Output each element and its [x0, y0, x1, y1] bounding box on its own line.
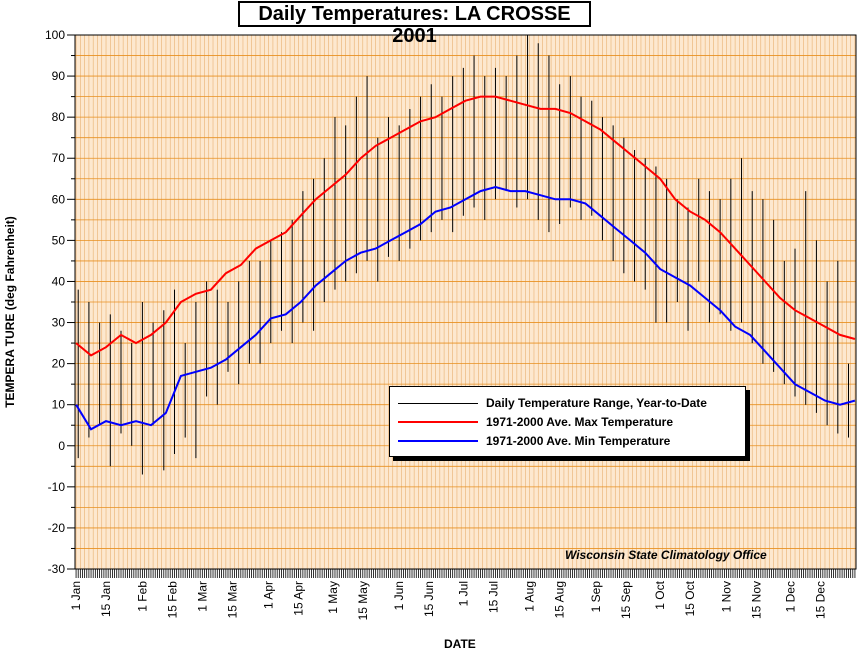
legend-label-range: Daily Temperature Range, Year-to-Date — [486, 396, 707, 410]
x-tick-label: 15 Apr — [292, 581, 306, 616]
x-tick-label: 1 Mar — [195, 581, 209, 612]
x-tick-label: 15 Jul — [486, 581, 500, 613]
legend-item-max: 1971-2000 Ave. Max Temperature — [398, 412, 673, 432]
y-tick-label: 30 — [52, 316, 66, 330]
y-tick-label: -30 — [48, 562, 66, 576]
x-tick-label: 15 Dec — [814, 581, 828, 619]
x-tick-label: 1 Jan — [69, 581, 83, 610]
x-tick-label: 1 Jul — [456, 581, 470, 606]
y-axis-label: TEMPERA TURE (deg Fahrenheit) — [3, 216, 17, 408]
legend-label-min: 1971-2000 Ave. Min Temperature — [486, 434, 671, 448]
x-tick-label: 15 Feb — [165, 581, 179, 619]
y-tick-label: 70 — [52, 151, 66, 165]
x-tick-label: 1 Oct — [653, 580, 667, 609]
legend-swatch-range — [398, 402, 478, 404]
legend-swatch-min — [398, 440, 478, 442]
x-tick-label: 1 Apr — [262, 581, 276, 609]
x-tick-label: 15 Aug — [553, 581, 567, 618]
chart-title: Daily Temperatures: LA CROSSE 2001 — [238, 1, 591, 47]
x-axis-ticks: 1 Jan 15 Jan 1 Feb 15 Feb 1 Mar 15 Mar 1 Apr 15… — [69, 569, 856, 620]
x-tick-label: 1 Nov — [720, 581, 734, 612]
legend-item-range: Daily Temperature Range, Year-to-Date — [398, 393, 707, 413]
x-tick-label: 15 Mar — [225, 581, 239, 618]
y-tick-label: 40 — [52, 274, 66, 288]
y-tick-label: 100 — [45, 28, 65, 42]
legend-label-max: 1971-2000 Ave. Max Temperature — [486, 415, 673, 429]
x-tick-label: 15 Nov — [750, 581, 764, 619]
plot-frame — [74, 34, 857, 570]
x-tick-label: 1 Sep — [589, 581, 603, 613]
x-tick-label: 1 May — [326, 581, 340, 614]
avg-max-line — [75, 95, 856, 357]
y-tick-label: 50 — [52, 233, 66, 247]
legend-swatch-max — [398, 421, 478, 423]
x-tick-label: 15 Sep — [619, 581, 633, 619]
source-annotation: Wisconsin State Climatology Office — [565, 548, 767, 562]
y-tick-label: 10 — [52, 398, 66, 412]
y-tick-label: 60 — [52, 192, 66, 206]
normal-temperature-lines — [75, 95, 856, 431]
y-tick-label: 80 — [52, 110, 66, 124]
daily-range-series — [77, 35, 850, 475]
x-tick-label: 15 Oct — [683, 580, 697, 616]
x-tick-label: 1 Feb — [135, 581, 149, 612]
avg-min-line — [75, 185, 856, 431]
y-tick-label: 90 — [52, 69, 66, 83]
y-tick-label: -20 — [48, 521, 66, 535]
x-tick-label: 15 Jan — [99, 581, 113, 617]
x-tick-label: 1 Aug — [523, 581, 537, 612]
x-tick-label: 1 Jun — [392, 581, 406, 610]
x-tick-label: 15 May — [356, 581, 370, 620]
x-tick-label: 15 Jun — [422, 581, 436, 617]
x-axis-label: DATE — [444, 637, 476, 651]
y-tick-label: 20 — [52, 357, 66, 371]
x-tick-label: 1 Dec — [784, 581, 798, 612]
legend-item-min: 1971-2000 Ave. Min Temperature — [398, 431, 670, 451]
legend: Daily Temperature Range, Year-to-Date 19… — [389, 386, 746, 457]
y-tick-label: 0 — [58, 439, 65, 453]
y-tick-label: -10 — [48, 480, 66, 494]
